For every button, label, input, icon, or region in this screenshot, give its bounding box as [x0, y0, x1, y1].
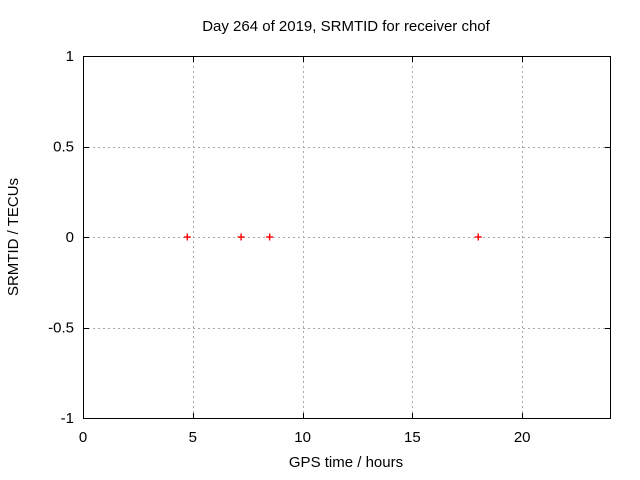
x-tick-label: 0 — [79, 429, 87, 446]
x-tick-label: 5 — [189, 429, 197, 446]
x-tick-label: 20 — [514, 429, 531, 446]
y-tick-label: 0.5 — [53, 139, 74, 156]
plot-border — [83, 56, 611, 419]
y-tick-label: -1 — [61, 410, 74, 427]
plot-render-layer: 0 5 10 15 20 -1 -0.5 0 0.5 1 — [48, 48, 611, 446]
x-tick-label: 10 — [294, 429, 311, 446]
y-axis-label: SRMTID / TECUs — [5, 178, 22, 296]
x-tick-label: 15 — [404, 429, 421, 446]
chart-title: Day 264 of 2019, SRMTID for receiver cho… — [202, 18, 490, 35]
y-tick-label: 1 — [66, 48, 74, 65]
y-tick-label: -0.5 — [48, 320, 74, 337]
x-axis-label: GPS time / hours — [289, 454, 403, 471]
y-tick-label: 0 — [66, 229, 74, 246]
